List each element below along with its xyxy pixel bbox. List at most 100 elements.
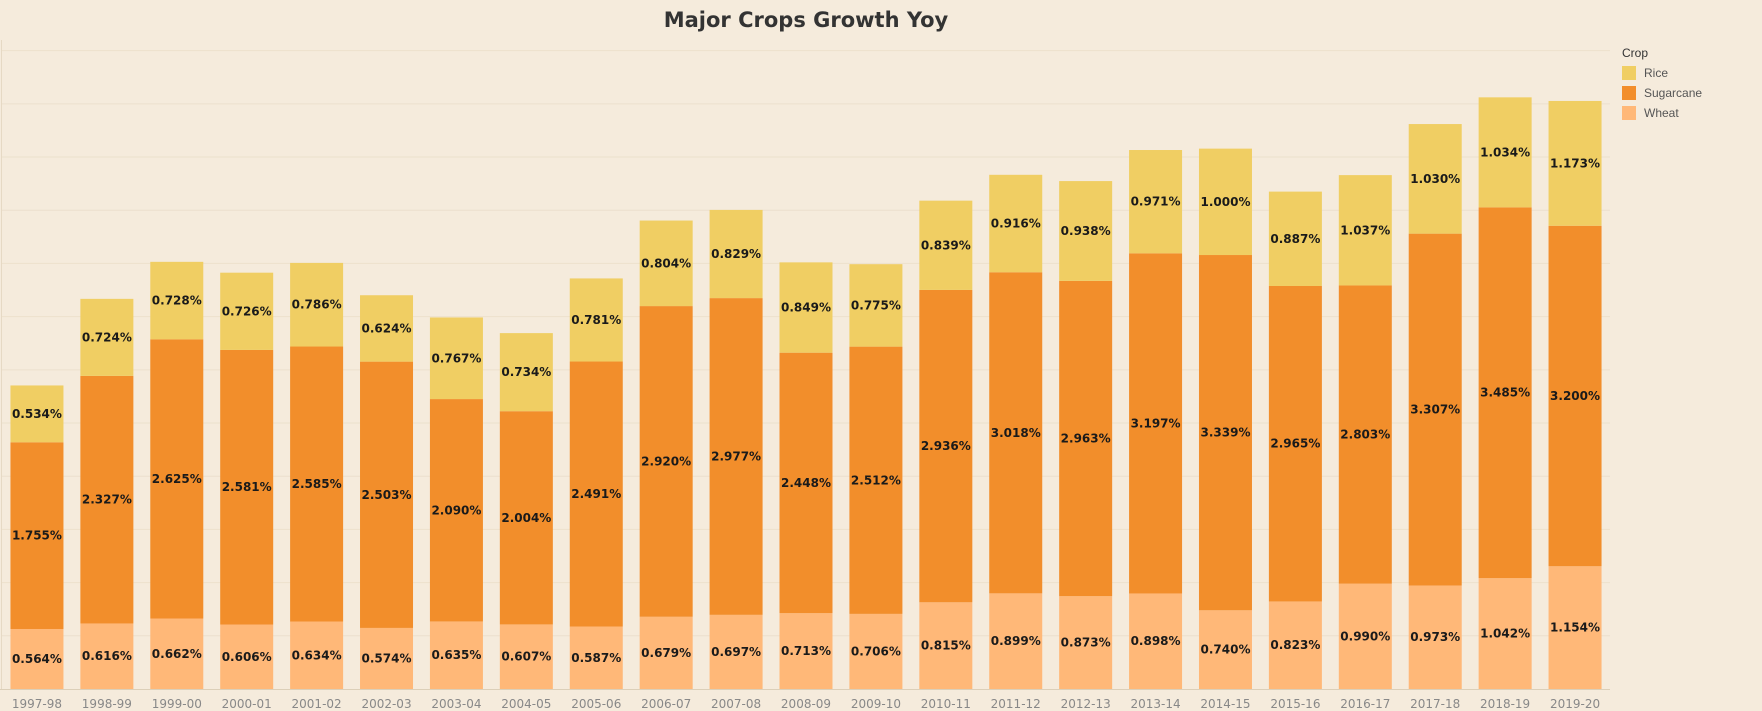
data-label-rice: 0.728% (152, 294, 202, 308)
x-tick-label: 2002-03 (361, 697, 411, 711)
bar-segment-rice (150, 261, 204, 340)
bar-segment-sugarcane (499, 411, 553, 625)
legend-swatch (1622, 66, 1636, 80)
bar-stack: 0.606% 2.581% 0.726% (220, 272, 274, 689)
bar-segment-sugarcane (360, 361, 414, 628)
data-label-sugarcane: 3.200% (1550, 389, 1600, 403)
legend-swatch (1622, 106, 1636, 120)
data-label-sugarcane: 2.585% (292, 477, 342, 491)
data-label-rice: 1.037% (1340, 223, 1390, 237)
x-tick-label: 2000-01 (222, 697, 272, 711)
data-label-wheat: 0.740% (1200, 643, 1250, 657)
data-label-sugarcane: 3.485% (1480, 386, 1530, 400)
bar-segment-sugarcane (1548, 225, 1602, 567)
bar-segment-rice (80, 298, 134, 376)
data-label-wheat: 0.990% (1340, 629, 1390, 643)
x-tick-label: 2010-11 (921, 697, 971, 711)
data-label-wheat: 0.564% (12, 652, 62, 666)
data-label-wheat: 0.574% (362, 651, 412, 665)
data-label-sugarcane: 2.920% (641, 454, 691, 468)
bar-segment-wheat (1478, 578, 1532, 689)
bar-stack: 0.973% 3.307% 1.030% (1408, 124, 1462, 689)
bar-segment-wheat (429, 621, 483, 689)
x-tick-label: 2008-09 (781, 697, 831, 711)
data-label-rice: 0.734% (501, 365, 551, 379)
bar-segment-rice (1338, 175, 1392, 286)
data-label-rice: 0.839% (921, 238, 971, 252)
data-label-wheat: 0.873% (1061, 636, 1111, 650)
x-tick-label: 1998-99 (82, 697, 132, 711)
bar-segment-rice (499, 333, 553, 412)
bar-segment-wheat (290, 621, 344, 689)
x-tick-label: 2003-04 (431, 697, 481, 711)
data-label-rice: 1.000% (1200, 195, 1250, 209)
bar-segment-sugarcane (989, 272, 1043, 594)
legend-label: Wheat (1644, 106, 1679, 120)
bar-segment-rice (1268, 191, 1322, 286)
x-tick-label: 2018-19 (1480, 697, 1530, 711)
data-label-sugarcane: 2.512% (851, 473, 901, 487)
data-label-rice: 0.849% (781, 301, 831, 315)
bar-segment-wheat (80, 623, 134, 689)
bar-segment-sugarcane (220, 349, 274, 625)
bar-segment-sugarcane (429, 399, 483, 622)
bar-segment-rice (1129, 150, 1183, 254)
bar-stack: 0.587% 2.491% 0.781% (569, 278, 623, 689)
data-label-rice: 0.786% (292, 298, 342, 312)
bar-segment-sugarcane (290, 346, 344, 622)
bar-segment-rice (989, 174, 1043, 273)
data-label-sugarcane: 2.936% (921, 439, 971, 453)
bar-segment-wheat (919, 602, 973, 689)
data-label-sugarcane: 3.339% (1200, 426, 1250, 440)
x-tick-label: 2005-06 (571, 697, 621, 711)
data-label-wheat: 0.616% (82, 649, 132, 663)
legend: Crop Rice Sugarcane Wheat (1622, 46, 1702, 123)
data-label-rice: 0.804% (641, 256, 691, 270)
bar-segment-sugarcane (1059, 280, 1113, 597)
bar-stack: 0.564% 1.755% 0.534% (10, 385, 64, 689)
bar-stack: 1.042% 3.485% 1.034% (1478, 97, 1532, 689)
legend-item-wheat[interactable]: Wheat (1622, 103, 1702, 123)
bar-segment-sugarcane (639, 306, 693, 617)
bar-segment-wheat (1268, 601, 1322, 689)
data-label-rice: 0.916% (991, 217, 1041, 231)
data-label-sugarcane: 2.004% (501, 511, 551, 525)
data-label-rice: 1.034% (1480, 145, 1530, 159)
legend-label: Sugarcane (1644, 86, 1703, 100)
x-tick-label: 2006-07 (641, 697, 691, 711)
data-label-wheat: 0.697% (711, 645, 761, 659)
chart-title: Major Crops Growth Yoy (663, 8, 949, 32)
data-label-sugarcane: 1.755% (12, 529, 62, 543)
data-label-wheat: 0.607% (501, 650, 551, 664)
data-label-wheat: 1.042% (1480, 627, 1530, 641)
bar-segment-rice (1478, 97, 1532, 208)
data-label-wheat: 0.713% (781, 644, 831, 658)
x-tick-label: 2015-16 (1270, 697, 1320, 711)
data-label-wheat: 0.635% (431, 648, 481, 662)
x-tick-label: 2014-15 (1200, 697, 1250, 711)
bar-segment-rice (1548, 100, 1602, 226)
bar-segment-wheat (1548, 566, 1602, 689)
legend-item-rice[interactable]: Rice (1622, 63, 1702, 83)
bar-stack: 0.990% 2.803% 1.037% (1338, 175, 1392, 689)
bar-segment-wheat (10, 628, 64, 689)
legend-item-sugarcane[interactable]: Sugarcane (1622, 83, 1702, 103)
bar-stack: 0.713% 2.448% 0.849% (779, 262, 833, 689)
data-label-wheat: 0.706% (851, 644, 901, 658)
data-label-sugarcane: 2.625% (152, 472, 202, 486)
data-label-sugarcane: 3.018% (991, 426, 1041, 440)
bar-segment-wheat (639, 616, 693, 689)
bar-stack: 0.662% 2.625% 0.728% (150, 261, 204, 689)
bar-stack: 0.607% 2.004% 0.734% (499, 333, 553, 689)
x-tick-label: 2001-02 (292, 697, 342, 711)
bar-segment-sugarcane (1478, 207, 1532, 579)
bar-segment-wheat (1059, 596, 1113, 689)
data-label-sugarcane: 2.090% (431, 503, 481, 517)
bar-stack: 0.823% 2.965% 0.887% (1268, 191, 1322, 689)
data-label-rice: 0.534% (12, 407, 62, 421)
bar-segment-wheat (849, 613, 903, 689)
bar-stack: 0.679% 2.920% 0.804% (639, 220, 693, 689)
bar-segment-rice (290, 262, 344, 347)
data-label-sugarcane: 2.448% (781, 476, 831, 490)
bar-segment-rice (709, 209, 763, 299)
